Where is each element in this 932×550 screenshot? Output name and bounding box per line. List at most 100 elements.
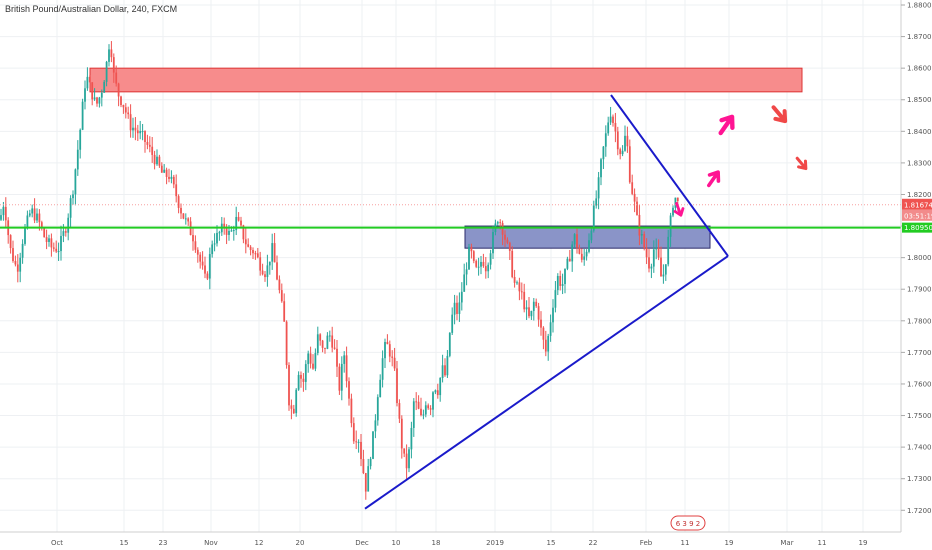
candle-body [292, 408, 295, 414]
candle-body [4, 206, 7, 221]
x-tick-label: 15 [547, 539, 556, 547]
candle-body [609, 116, 612, 123]
candle-body [69, 198, 72, 218]
candle-body [362, 459, 365, 474]
candle-body [340, 363, 343, 391]
candle-body [170, 176, 173, 179]
x-tick-label: 19 [725, 539, 734, 547]
x-tick-label: 2019 [486, 539, 504, 547]
candle-body [465, 269, 468, 275]
candle-body [544, 339, 547, 352]
time-axis-bg [0, 532, 932, 550]
candle-body [468, 246, 470, 270]
up-arrow-icon [718, 114, 735, 136]
candle-body [669, 215, 672, 237]
candle-body [187, 218, 190, 222]
candle-body [280, 290, 283, 302]
candle-body [328, 335, 331, 337]
candle-body [422, 414, 425, 416]
candle-body [388, 344, 391, 357]
candle-body [172, 176, 175, 185]
candle-body [271, 243, 274, 262]
candle-body [571, 244, 574, 262]
candle-body [489, 253, 492, 265]
x-tick-label: 23 [159, 539, 168, 547]
x-tick-label: Dec [355, 539, 369, 547]
candle-body [542, 327, 545, 340]
candle-body [115, 72, 118, 84]
candle-body [201, 261, 204, 266]
candle-body [153, 154, 156, 165]
candle-body [110, 49, 113, 58]
candle-body [506, 239, 509, 243]
up-arrow-icon [707, 170, 721, 188]
candle-body [151, 146, 154, 155]
chart-title: British Pound/Australian Dollar, 240, FX… [5, 4, 177, 14]
candle-body [297, 374, 300, 390]
candle-body [204, 265, 206, 274]
candle-body [607, 122, 610, 134]
upper-trendline[interactable] [610, 94, 729, 257]
candle-body [585, 251, 588, 257]
x-tick-label: Mar [780, 539, 793, 547]
candle-body [52, 247, 55, 249]
candle-body [158, 156, 161, 166]
price-axis-bg [901, 0, 932, 532]
candle-body [0, 215, 2, 220]
x-tick-label: Feb [640, 539, 653, 547]
candle-body [460, 291, 463, 303]
candle-body [643, 233, 646, 248]
candle-body [487, 264, 490, 272]
candle-body [213, 243, 216, 245]
candle-body [163, 169, 166, 173]
candle-body [424, 405, 427, 415]
candlestick-series [0, 41, 679, 500]
logo-text: 6 3 9 2 [676, 520, 701, 528]
x-tick-label: 11 [681, 539, 690, 547]
candle-body [525, 307, 528, 310]
candle-body [62, 231, 65, 236]
candle-body [403, 448, 406, 454]
logo-badge [670, 515, 706, 531]
support-zone[interactable] [464, 225, 711, 249]
candle-body [304, 364, 307, 382]
candle-body [360, 441, 362, 460]
candle-body [554, 290, 557, 308]
candle-body [638, 214, 641, 236]
annotation-arrows [673, 105, 808, 217]
candle-body [448, 332, 451, 356]
candle-body [2, 206, 5, 216]
lower-trendline[interactable] [364, 255, 729, 510]
candle-body [537, 306, 540, 320]
candle-body [568, 258, 571, 262]
candle-body [290, 405, 293, 409]
candle-body [631, 182, 634, 194]
resistance-zone[interactable] [89, 67, 803, 93]
candle-body [624, 135, 626, 151]
candle-body [436, 390, 439, 396]
candle-body [247, 244, 250, 247]
candle-body [324, 347, 326, 349]
candle-body [549, 322, 552, 336]
candle-body [672, 207, 674, 216]
candle-body [504, 234, 506, 240]
candle-body [393, 357, 396, 369]
y-tick-label: 1.87000 [907, 33, 932, 41]
candle-body [338, 366, 341, 391]
time-axis[interactable]: Oct 15 23 Nov 12 20 Dec 10 18 2019 15 22 Feb 11 19 Mar 1… [51, 539, 868, 547]
y-tick-label: 1.85000 [907, 96, 932, 104]
candle-body [12, 248, 14, 261]
candle-body [477, 266, 480, 268]
candle-body [273, 243, 276, 263]
candle-body [24, 227, 26, 244]
candle-body [520, 291, 523, 293]
candle-body [564, 268, 566, 285]
candle-body [650, 266, 653, 269]
candle-body [309, 353, 312, 364]
candle-body [124, 107, 127, 113]
candle-body [352, 423, 355, 442]
candle-body [38, 213, 41, 223]
price-axis[interactable]: 1.88000 1.87000 1.86000 1.85000 1.84000 1.830… [901, 2, 932, 515]
candle-body [156, 156, 158, 165]
